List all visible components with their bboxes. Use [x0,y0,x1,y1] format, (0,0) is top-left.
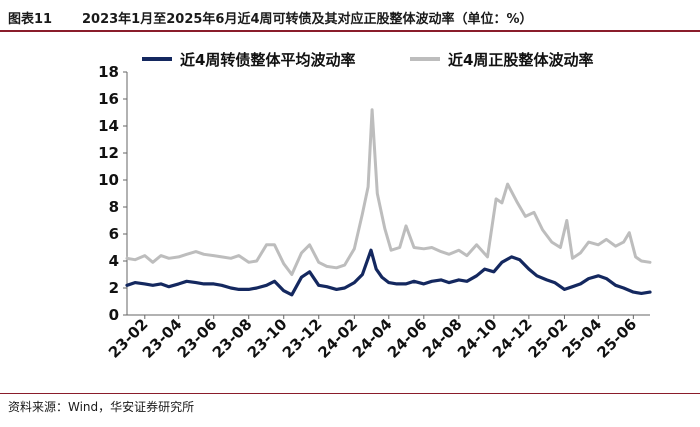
y-tick-label: 12 [98,144,119,162]
y-tick-label: 2 [109,279,119,297]
chart-axes: 02468101214161823-0223-0423-0623-0823-10… [98,63,650,362]
figure-title: 2023年1月至2025年6月近4周可转债及其对应正股整体波动率（单位：%） [82,12,533,27]
series-line-0 [125,248,652,297]
y-tick-label: 6 [109,225,119,243]
y-tick-label: 18 [98,63,119,81]
volatility-chart: 02468101214161823-0223-0423-0623-0823-10… [98,51,652,362]
x-tick-label: 23-12 [279,315,326,362]
figure-label: 图表11 [8,12,53,27]
chart-legend: 近4周转债整体平均波动率 近4周正股整体波动率 [142,51,593,69]
y-tick-label: 16 [98,90,119,108]
legend-label-0: 近4周转债整体平均波动率 [180,51,355,69]
y-tick-label: 10 [98,171,119,189]
figure-header: 图表11 2023年1月至2025年6月近4周可转债及其对应正股整体波动率（单位… [0,0,700,32]
y-tick-label: 14 [98,117,119,135]
y-tick-label: 8 [109,198,119,216]
x-tick-label: 25-06 [594,315,641,362]
y-tick-label: 0 [109,306,119,324]
series-line-1 [125,108,652,276]
legend-label-1: 近4周正股整体波动率 [448,51,593,69]
x-tick-label: 24-12 [489,315,536,362]
chart-lines [125,108,652,297]
footer-rule [0,393,700,394]
header-rule [0,30,700,32]
y-tick-label: 4 [109,252,119,270]
source-note: 资料来源：Wind，华安证券研究所 [8,400,195,414]
